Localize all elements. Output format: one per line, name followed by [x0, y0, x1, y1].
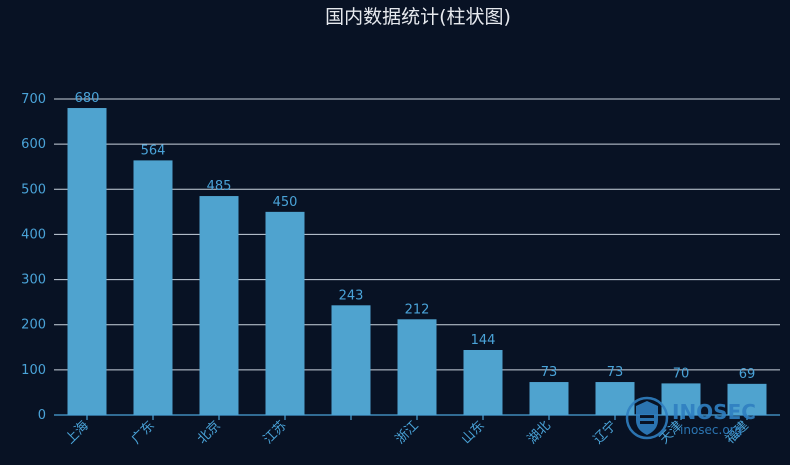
x-tick-label: 广东 — [129, 418, 158, 447]
y-tick-label: 400 — [21, 227, 46, 242]
bar — [727, 383, 767, 415]
bar — [397, 319, 437, 415]
x-tick-label: 湖北 — [525, 418, 554, 447]
bar — [529, 382, 569, 415]
data-label: 485 — [207, 179, 232, 194]
y-tick-label: 500 — [21, 182, 46, 197]
y-tick-label: 100 — [21, 363, 46, 378]
x-tick-label: 山东 — [459, 418, 488, 447]
data-label: 243 — [339, 288, 364, 303]
x-tick-label: 辽宁 — [590, 418, 620, 448]
y-tick-label: 600 — [21, 137, 46, 152]
data-label: 450 — [273, 195, 298, 210]
bar — [463, 349, 503, 415]
y-tick-label: 200 — [21, 318, 46, 333]
bar — [199, 196, 239, 415]
shield-icon — [625, 396, 669, 440]
watermark-brand: INOSEC — [672, 400, 756, 424]
data-label: 564 — [141, 143, 166, 158]
bar-layer — [67, 108, 767, 416]
data-label: 73 — [607, 365, 624, 380]
data-label: 69 — [739, 367, 756, 382]
grid-layer — [54, 98, 780, 371]
data-label: 680 — [75, 91, 100, 106]
bar — [67, 108, 107, 416]
data-label: 73 — [541, 365, 558, 380]
watermark: INOSEC inosec.org — [625, 396, 756, 440]
bar — [265, 211, 305, 415]
x-tick-label: 上海 — [63, 418, 92, 447]
chart-title: 国内数据统计(柱状图) — [325, 6, 511, 28]
data-label: 212 — [405, 302, 430, 317]
watermark-site: inosec.org — [680, 423, 742, 437]
y-tick-label: 300 — [21, 273, 46, 288]
x-tick-label: 北京 — [195, 418, 224, 447]
y-tick-label: 700 — [21, 92, 46, 107]
x-tick-label: 江苏 — [260, 418, 290, 448]
data-label: 144 — [471, 333, 496, 348]
x-tick-label: 浙江 — [393, 418, 422, 447]
data-label: 70 — [673, 366, 690, 381]
bar — [133, 160, 173, 415]
bar — [661, 383, 701, 415]
bar — [331, 305, 371, 415]
label-layer: 680 564 485 450 243 212 144 73 73 70 69 — [75, 91, 756, 382]
y-tick-label: 0 — [38, 408, 46, 423]
